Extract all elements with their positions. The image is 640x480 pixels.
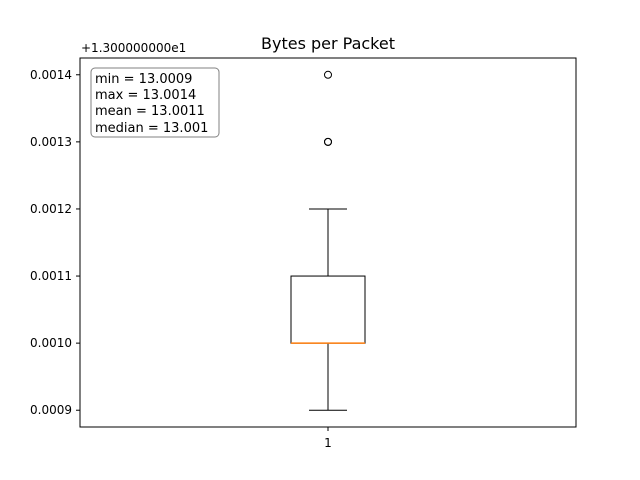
- stats-min: min = 13.0009: [95, 72, 192, 87]
- outlier-point: [324, 70, 332, 79]
- y-tick-label: 0.0010: [30, 336, 72, 350]
- stats-box: min = 13.0009 max = 13.0014 mean = 13.00…: [90, 67, 220, 138]
- chart-title: Bytes per Packet: [261, 34, 395, 53]
- stats-mean: mean = 13.0011: [95, 104, 205, 119]
- plot-frame: [79, 57, 577, 428]
- y-tick-label: 0.0014: [30, 68, 72, 82]
- y-tick-label: 0.0012: [30, 202, 72, 216]
- stats-median: median = 13.001: [95, 121, 208, 136]
- y-tick-label: 0.0013: [30, 135, 72, 149]
- y-tick-label: 0.0009: [30, 403, 72, 417]
- stats-box-frame: [90, 67, 220, 138]
- boxplot-series: [290, 70, 366, 411]
- iqr-box: [290, 275, 366, 344]
- y-offset-label: +1.300000000e1: [81, 41, 186, 55]
- x-tick-label: 1: [324, 436, 332, 450]
- y-tick-label: 0.0011: [30, 269, 72, 283]
- x-axis: 1: [324, 427, 332, 450]
- stats-max: max = 13.0014: [95, 88, 196, 103]
- y-axis: 0.0009 0.0010 0.0011 0.0012 0.0013 0.0014: [30, 68, 80, 417]
- outlier-point: [324, 137, 332, 146]
